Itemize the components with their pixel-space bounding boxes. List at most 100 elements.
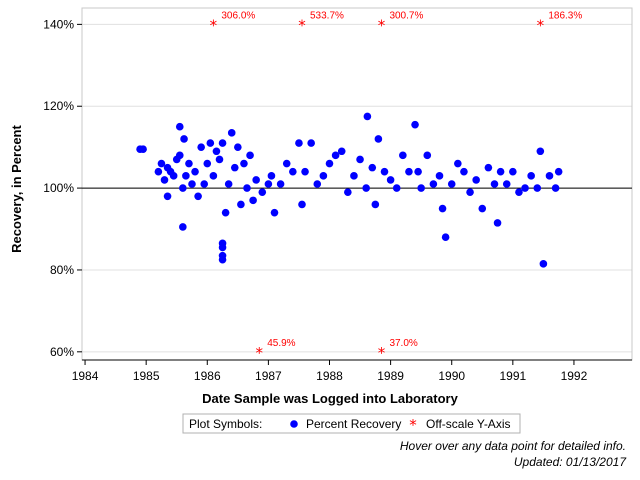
data-point[interactable] bbox=[301, 167, 309, 176]
data-point[interactable] bbox=[435, 172, 444, 180]
data-point[interactable] bbox=[386, 176, 395, 184]
data-point[interactable] bbox=[414, 167, 422, 176]
data-point[interactable] bbox=[246, 151, 254, 160]
data-point[interactable] bbox=[215, 155, 224, 164]
data-point[interactable] bbox=[307, 139, 315, 147]
data-point[interactable] bbox=[282, 159, 291, 168]
offscale-marker[interactable]: * bbox=[537, 16, 545, 34]
data-point[interactable] bbox=[218, 251, 227, 260]
data-point[interactable] bbox=[337, 147, 346, 156]
data-point[interactable] bbox=[441, 233, 450, 242]
data-point[interactable] bbox=[371, 200, 380, 209]
data-point[interactable] bbox=[179, 184, 187, 192]
data-point[interactable] bbox=[356, 155, 364, 164]
data-point[interactable] bbox=[454, 159, 462, 168]
data-point[interactable] bbox=[331, 151, 340, 160]
data-point[interactable] bbox=[466, 188, 474, 196]
offscale-markers[interactable]: *306.0%*533.7%*300.7%*186.3%*45.9%*37.0% bbox=[210, 10, 583, 361]
data-point[interactable] bbox=[363, 112, 372, 121]
data-point[interactable] bbox=[484, 163, 493, 172]
offscale-marker[interactable]: * bbox=[298, 16, 306, 34]
data-point[interactable] bbox=[264, 180, 273, 188]
data-point[interactable] bbox=[197, 143, 205, 151]
data-point[interactable] bbox=[203, 159, 212, 168]
data-point[interactable] bbox=[438, 204, 447, 213]
data-point[interactable] bbox=[344, 188, 352, 196]
data-point[interactable] bbox=[423, 151, 432, 160]
data-point[interactable] bbox=[191, 167, 199, 176]
data-point[interactable] bbox=[276, 180, 285, 188]
data-point[interactable] bbox=[313, 180, 322, 188]
data-point[interactable] bbox=[157, 159, 166, 168]
offscale-marker[interactable]: * bbox=[210, 16, 218, 34]
data-point[interactable] bbox=[185, 159, 193, 168]
data-point[interactable] bbox=[392, 184, 401, 192]
data-point[interactable] bbox=[472, 176, 480, 184]
data-point[interactable] bbox=[258, 188, 267, 196]
data-point[interactable] bbox=[362, 184, 370, 192]
data-point[interactable] bbox=[237, 200, 245, 209]
data-point[interactable] bbox=[380, 167, 389, 176]
data-point[interactable] bbox=[539, 260, 548, 268]
data-point[interactable] bbox=[252, 176, 260, 184]
data-point[interactable] bbox=[460, 167, 468, 176]
data-point[interactable] bbox=[175, 122, 184, 131]
data-point[interactable] bbox=[527, 172, 535, 180]
data-point[interactable] bbox=[243, 184, 251, 192]
data-point[interactable] bbox=[139, 145, 147, 154]
data-point[interactable] bbox=[179, 223, 187, 231]
data-point[interactable] bbox=[200, 180, 209, 188]
data-point[interactable] bbox=[509, 167, 517, 176]
data-point[interactable] bbox=[154, 167, 163, 176]
data-point[interactable] bbox=[554, 167, 563, 176]
data-points[interactable] bbox=[136, 112, 563, 268]
data-point[interactable] bbox=[218, 139, 227, 147]
data-point[interactable] bbox=[521, 184, 529, 192]
data-point[interactable] bbox=[478, 204, 487, 213]
data-point[interactable] bbox=[295, 139, 303, 147]
data-point[interactable] bbox=[515, 188, 523, 196]
data-point[interactable] bbox=[496, 167, 505, 176]
data-point[interactable] bbox=[221, 208, 230, 217]
data-point[interactable] bbox=[417, 184, 425, 192]
data-point[interactable] bbox=[267, 172, 276, 180]
data-point[interactable] bbox=[249, 196, 257, 205]
data-point[interactable] bbox=[240, 159, 248, 168]
offscale-marker[interactable]: * bbox=[378, 344, 386, 362]
data-point[interactable] bbox=[169, 172, 178, 180]
data-point[interactable] bbox=[490, 180, 499, 188]
data-point[interactable] bbox=[218, 239, 227, 248]
data-point[interactable] bbox=[180, 135, 188, 143]
data-point[interactable] bbox=[270, 208, 279, 217]
data-point[interactable] bbox=[447, 180, 456, 188]
data-point[interactable] bbox=[194, 192, 202, 201]
data-point[interactable] bbox=[160, 176, 169, 184]
data-point[interactable] bbox=[536, 147, 545, 156]
data-point[interactable] bbox=[399, 151, 407, 160]
data-point[interactable] bbox=[545, 172, 554, 180]
offscale-marker[interactable]: * bbox=[255, 344, 263, 362]
data-point[interactable] bbox=[350, 172, 358, 180]
data-point[interactable] bbox=[411, 120, 419, 129]
data-point[interactable] bbox=[493, 219, 502, 227]
data-point[interactable] bbox=[206, 139, 215, 147]
data-point[interactable] bbox=[374, 135, 383, 143]
data-point[interactable] bbox=[405, 167, 413, 176]
data-point[interactable] bbox=[368, 163, 377, 172]
data-point[interactable] bbox=[289, 167, 297, 176]
data-point[interactable] bbox=[188, 180, 196, 188]
data-point[interactable] bbox=[319, 172, 328, 180]
data-point[interactable] bbox=[182, 172, 190, 180]
data-point[interactable] bbox=[234, 143, 242, 151]
data-point[interactable] bbox=[551, 184, 560, 192]
data-point[interactable] bbox=[429, 180, 438, 188]
data-point[interactable] bbox=[163, 192, 172, 201]
data-point[interactable] bbox=[224, 180, 233, 188]
data-point[interactable] bbox=[212, 147, 221, 156]
data-point[interactable] bbox=[230, 163, 239, 172]
data-point[interactable] bbox=[533, 184, 542, 192]
offscale-marker[interactable]: * bbox=[378, 16, 386, 34]
data-point[interactable] bbox=[227, 129, 236, 137]
data-point[interactable] bbox=[298, 200, 306, 209]
data-point[interactable] bbox=[175, 151, 184, 160]
